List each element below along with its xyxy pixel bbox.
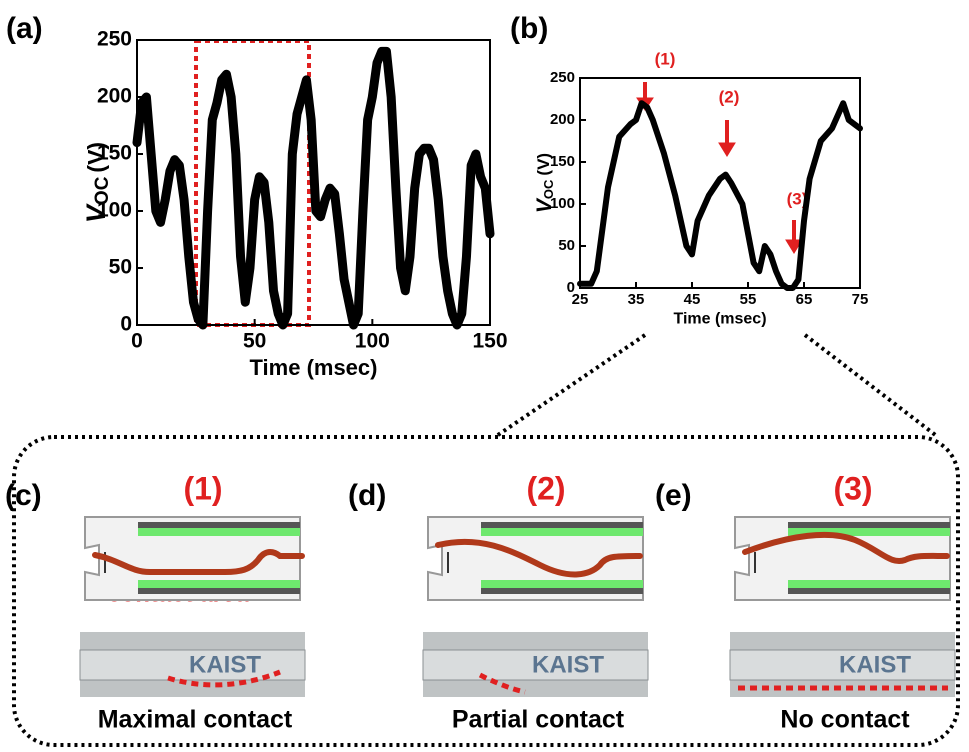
x-axis-label: Time (msec): [250, 355, 378, 380]
y-label-unit: (V): [83, 142, 109, 173]
zoom-connector: [803, 333, 940, 439]
x-tick-label: 150: [472, 329, 507, 352]
electrode: [481, 588, 643, 594]
x-tick-label: 35: [628, 291, 645, 308]
friction-layer: [788, 580, 950, 588]
contact-line: [478, 672, 526, 695]
electrode: [138, 522, 300, 528]
y-tick-label: 50: [109, 256, 132, 279]
electrode: [788, 588, 950, 594]
plot-frame: [579, 77, 861, 289]
device-frame: [427, 516, 644, 601]
x-tick-label: 100: [355, 329, 390, 352]
electrode: [481, 522, 643, 528]
friction-layer: [481, 528, 643, 536]
zoom-connector: [493, 333, 647, 439]
caption: Partial contact: [452, 706, 625, 734]
panel-letter: (d): [348, 479, 386, 512]
friction-layer: [481, 580, 643, 588]
y-tick-label: 100: [550, 195, 575, 212]
y-tick-label: 100: [97, 199, 132, 222]
arrows: [636, 82, 803, 254]
x-tick-label: 75: [852, 291, 869, 308]
device-frame: [84, 516, 301, 601]
annotation: (2): [719, 87, 740, 106]
y-tick-label: 200: [97, 85, 132, 108]
contact-line: [167, 669, 281, 688]
panel-letter: (e): [655, 479, 692, 512]
x-tick-label: 0: [131, 329, 143, 352]
x-tick-label: 45: [684, 291, 701, 308]
y-tick-label: 250: [550, 69, 575, 86]
arrow-head: [785, 239, 803, 254]
friction-layer: [138, 528, 300, 536]
panel-letter: (c): [5, 479, 42, 512]
data-line: [132, 46, 495, 330]
y-axis-label: VOC (V): [533, 153, 557, 213]
y-tick-label: 150: [550, 153, 575, 170]
y-tick-label: 50: [558, 237, 575, 254]
y-label-unit: (V): [534, 153, 553, 176]
x-axis-label: Time (msec): [673, 311, 766, 328]
y-tick-label: 150: [97, 142, 132, 165]
state-label: (3): [833, 470, 872, 506]
state-label: (2): [526, 470, 565, 506]
annotation: (3): [787, 189, 808, 208]
caption: Maximal contact: [98, 706, 293, 734]
annotations: (1) (2) (3): [655, 49, 808, 208]
x-tick-label: 55: [740, 291, 757, 308]
y-label-symbol: V: [533, 197, 556, 213]
y-tick-label: 250: [97, 28, 132, 51]
film: [742, 531, 950, 564]
state-label: (1): [183, 470, 222, 506]
y-tick-label: 0: [567, 279, 575, 296]
plot-frame: [136, 39, 491, 326]
film: [435, 538, 643, 578]
caption: No contact: [780, 706, 910, 734]
film: [92, 549, 305, 575]
x-tick-label: 50: [243, 329, 266, 352]
photo-strip: [422, 649, 649, 681]
photo-text: KAIST: [189, 651, 261, 678]
electrode: [788, 522, 950, 528]
friction-layer: [788, 528, 950, 536]
electrode: [138, 588, 300, 594]
x-tick-label: 25: [572, 291, 589, 308]
y-axis-label: VOC (V): [81, 142, 113, 223]
annotation: (1): [655, 49, 676, 68]
y-label-subscript: OC: [92, 176, 113, 205]
friction-layer: [138, 580, 300, 588]
photo-strip: [729, 649, 956, 681]
y-label-subscript: OC: [541, 179, 556, 199]
x-tick-label: 65: [796, 291, 813, 308]
y-tick-label: 200: [550, 111, 575, 128]
panel-label: (b): [510, 12, 548, 45]
y-label-symbol: V: [81, 203, 111, 223]
photo-text: KAIST: [839, 651, 911, 678]
arrow-head: [718, 142, 736, 157]
photo-text: KAIST: [532, 651, 604, 678]
panel-label: (a): [6, 12, 43, 45]
y-tick-label: 0: [120, 313, 132, 336]
data-line: [577, 100, 863, 291]
